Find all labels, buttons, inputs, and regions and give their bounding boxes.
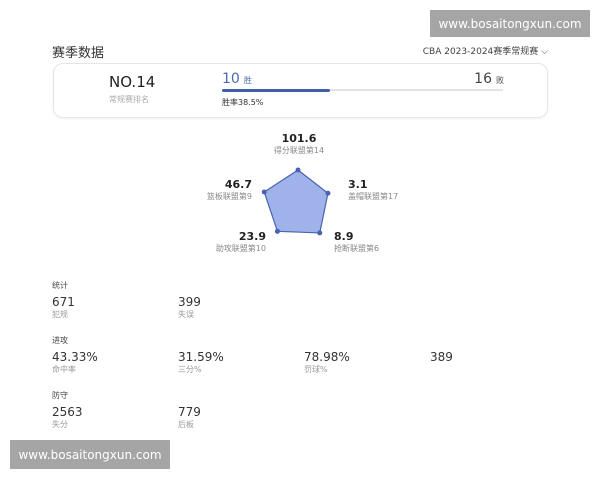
page-title: 赛季数据: [52, 46, 105, 61]
radar-label-assists: 23.9 助攻联盟第10: [214, 230, 266, 254]
stat-item: 31.59% 三分%: [178, 350, 224, 375]
wins-value: 10: [222, 71, 240, 87]
stat-value: 78.98%: [304, 350, 350, 364]
wins-unit: 胜: [243, 76, 252, 85]
losses-value: 16: [474, 71, 492, 87]
stat-item: 389: [430, 350, 453, 364]
stat-value: 389: [430, 350, 453, 364]
losses: 16 败: [474, 71, 504, 87]
radar-rank: 篮板联盟第9: [206, 192, 252, 201]
radar-point: [274, 228, 280, 234]
stat-item: 2563 失分: [52, 405, 83, 430]
stat-value: 2563: [52, 405, 83, 419]
stat-value: 399: [178, 295, 201, 309]
stat-label: 命中率: [52, 365, 76, 374]
radar-value: 46.7: [224, 178, 252, 191]
stat-item: 779 后板: [178, 405, 201, 430]
radar-point: [317, 230, 323, 236]
radar-label-points: 101.6 得分联盟第14: [274, 132, 324, 156]
season-select[interactable]: CBA 2023-2024赛季常规赛 ⌵: [423, 44, 548, 57]
stat-label: 失分: [52, 420, 68, 429]
radar-rank: 盖帽联盟第17: [348, 192, 399, 201]
section-title: 进攻: [52, 336, 68, 345]
stat-item: 671 犯规: [52, 295, 75, 320]
stat-value: 671: [52, 295, 75, 309]
radar-value: 8.9: [334, 230, 354, 243]
summary-card: NO.14 常规赛排名 10 胜 16 败 胜率38.5%: [53, 63, 548, 118]
watermark-bottom: www.bosaitongxun.com: [10, 440, 170, 469]
stat-value: 31.59%: [178, 350, 224, 364]
radar-value: 3.1: [348, 178, 368, 191]
rank-value: NO.14: [109, 73, 156, 91]
radar-value: 23.9: [238, 230, 266, 243]
wins: 10 胜: [222, 71, 252, 87]
watermark-text: www.bosaitongxun.com: [18, 447, 162, 462]
stat-item: 78.98% 罚球%: [304, 350, 350, 375]
radar-shape: [263, 169, 329, 234]
radar-point: [325, 190, 331, 196]
stat-label: 三分%: [178, 365, 202, 374]
stat-value: 779: [178, 405, 201, 419]
section-title: 统计: [52, 281, 68, 290]
radar-rank: 得分联盟第14: [273, 146, 325, 155]
stat-label: 犯规: [52, 310, 68, 319]
watermark-text: www.bosaitongxun.com: [438, 16, 582, 31]
rank-label: 常规赛排名: [109, 95, 149, 104]
radar-label-steals: 8.9 抢断联盟第6: [334, 230, 379, 254]
radar-rank: 抢断联盟第6: [334, 244, 380, 253]
radar-point: [295, 167, 301, 173]
stat-label: 罚球%: [304, 365, 328, 374]
watermark-top: www.bosaitongxun.com: [430, 10, 590, 37]
chevron-down-icon: ⌵: [541, 47, 548, 57]
radar-label-blocks: 3.1 盖帽联盟第17: [348, 178, 398, 202]
stat-value: 43.33%: [52, 350, 98, 364]
stat-label: 失误: [178, 310, 194, 319]
radar-point: [261, 189, 267, 195]
radar-rank: 助攻联盟第10: [215, 244, 266, 253]
stat-label: 后板: [178, 420, 194, 429]
win-rate-fill: [222, 88, 331, 92]
stat-item: 399 失误: [178, 295, 201, 320]
losses-unit: 败: [496, 76, 504, 85]
radar-label-rebounds: 46.7 篮板联盟第9: [204, 178, 252, 202]
radar-value: 101.6: [281, 132, 317, 145]
section-title: 防守: [52, 391, 68, 400]
stat-item: 43.33% 命中率: [52, 350, 98, 375]
win-rate-bar: [222, 88, 503, 92]
season-label: CBA 2023-2024赛季常规赛: [422, 47, 539, 57]
win-rate-text: 胜率38.5%: [222, 98, 264, 107]
